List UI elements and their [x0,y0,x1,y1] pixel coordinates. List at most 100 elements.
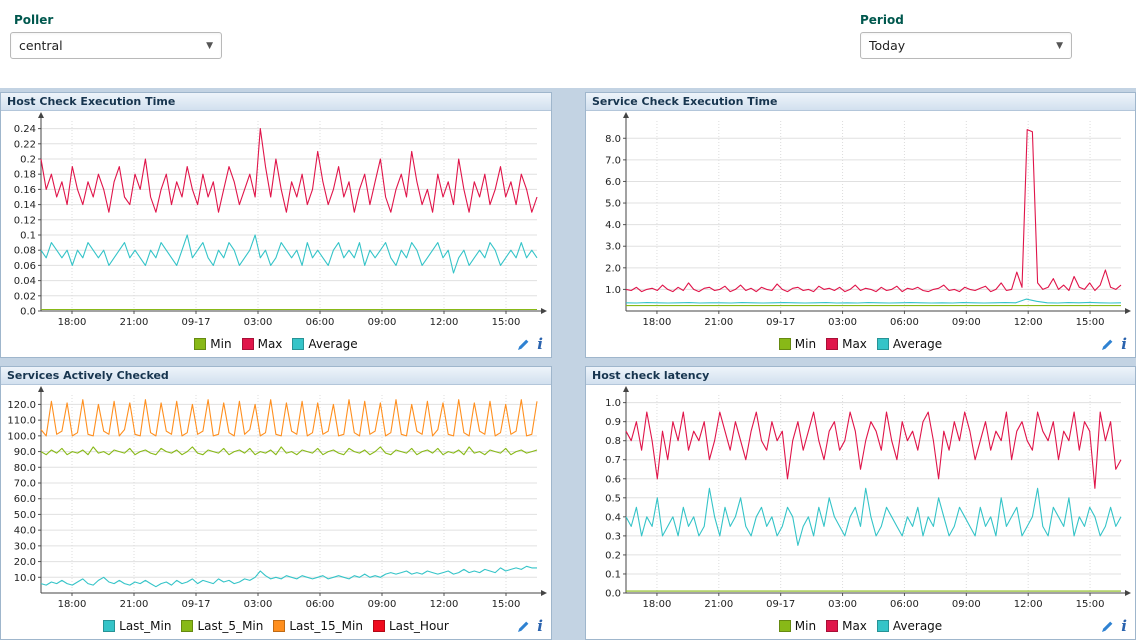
legend-label: Last_5_Min [197,619,264,633]
svg-text:70.0: 70.0 [14,479,36,490]
info-icon[interactable]: i [1121,616,1127,635]
legend-label: Max [257,337,283,351]
svg-text:03:00: 03:00 [828,599,857,610]
edit-graph-icon[interactable] [517,338,530,351]
edit-graph-icon[interactable] [1101,338,1114,351]
legend-item: Last_Hour [372,619,449,633]
svg-text:7.0: 7.0 [605,155,621,166]
svg-text:18:00: 18:00 [643,599,672,610]
svg-text:5.0: 5.0 [605,199,621,210]
panel-footer: Last_Min Last_5_Min Last_15_Min Last_Hour i [1,613,551,639]
period-select[interactable]: Today ▼ [860,32,1072,59]
svg-text:0.2: 0.2 [20,155,36,166]
svg-text:0.08: 0.08 [14,246,36,257]
svg-text:40.0: 40.0 [14,526,36,537]
svg-text:0.0: 0.0 [605,589,621,600]
panel-icons: i [1101,331,1127,357]
svg-text:18:00: 18:00 [58,317,87,328]
legend-item: Average [292,337,358,351]
chevron-down-icon: ▼ [1056,40,1063,51]
svg-text:80.0: 80.0 [14,463,36,474]
svg-text:2.0: 2.0 [605,263,621,274]
svg-text:0.4: 0.4 [605,512,621,523]
svg-text:15:00: 15:00 [492,317,521,328]
svg-text:0.24: 0.24 [14,124,36,135]
svg-text:120.0: 120.0 [7,400,36,411]
panel-title: Host check latency [586,367,1135,385]
chart-canvas: 10.0 20.0 30.0 40.0 50.0 60.0 70.0 80.0 90.0 100.… [1,385,551,613]
svg-text:10.0: 10.0 [14,573,36,584]
svg-text:0.8: 0.8 [605,436,621,447]
svg-text:0.1: 0.1 [20,231,36,242]
legend-swatch [372,620,385,632]
svg-text:1.0: 1.0 [605,285,621,296]
svg-text:03:00: 03:00 [244,317,273,328]
poller-select[interactable]: central ▼ [10,32,222,59]
legend-swatch [826,620,839,632]
svg-text:09-17: 09-17 [766,599,795,610]
panel-title: Services Actively Checked [1,367,551,385]
svg-text:0.9: 0.9 [605,417,621,428]
svg-text:21:00: 21:00 [120,317,149,328]
svg-text:0.16: 0.16 [14,185,36,196]
chart-canvas: 1.0 2.0 3.0 4.0 5.0 6.0 7.0 8.0 18:00 21:00 09-17 0… [586,111,1135,331]
svg-text:90.0: 90.0 [14,447,36,458]
legend-swatch [876,338,889,350]
svg-text:09-17: 09-17 [766,317,795,328]
svg-text:0.3: 0.3 [605,531,621,542]
svg-text:60.0: 60.0 [14,494,36,505]
edit-graph-icon[interactable] [517,620,530,633]
svg-text:09-17: 09-17 [181,599,210,610]
chart-legend: Min Max Average [778,619,942,633]
svg-text:09:00: 09:00 [368,317,397,328]
svg-text:0.5: 0.5 [605,493,621,504]
period-select-value: Today [869,38,906,53]
legend-swatch [826,338,839,350]
svg-text:06:00: 06:00 [890,599,919,610]
svg-text:0.18: 0.18 [14,170,36,181]
svg-text:15:00: 15:00 [492,599,521,610]
svg-text:0.02: 0.02 [14,291,36,302]
svg-text:8.0: 8.0 [605,134,621,145]
legend-item: Last_15_Min [273,619,363,633]
svg-text:0.06: 0.06 [14,261,36,272]
svg-text:12:00: 12:00 [1014,317,1043,328]
panel-footer: Min Max Average i [1,331,551,357]
panel-services-actively-checked: Services Actively Checked 10.0 20.0 30.0 40… [0,366,552,640]
chart-legend: Last_Min Last_5_Min Last_15_Min Last_Hour [103,619,449,633]
svg-text:15:00: 15:00 [1076,317,1105,328]
svg-text:18:00: 18:00 [643,317,672,328]
legend-label: Average [308,337,358,351]
info-icon[interactable]: i [537,334,543,353]
panel-icons: i [517,331,543,357]
legend-item: Max [241,337,283,351]
svg-text:110.0: 110.0 [7,416,36,427]
info-icon[interactable]: i [537,616,543,635]
legend-swatch [778,620,791,632]
svg-text:09:00: 09:00 [368,599,397,610]
svg-text:30.0: 30.0 [14,541,36,552]
svg-text:0.04: 0.04 [14,276,36,287]
svg-text:1.0: 1.0 [605,398,621,409]
legend-item: Min [194,337,232,351]
legend-swatch [241,338,254,350]
svg-text:21:00: 21:00 [704,599,733,610]
panel-host-check-execution-time: Host Check Execution Time 0.0 0.02 0.04 0.0… [0,92,552,358]
info-icon[interactable]: i [1121,334,1127,353]
svg-text:3.0: 3.0 [605,242,621,253]
svg-text:03:00: 03:00 [828,317,857,328]
filter-bar: Poller central ▼ Period Today ▼ [0,0,1136,88]
legend-label: Min [794,619,817,633]
chart-canvas: 0.0 0.1 0.2 0.3 0.4 0.5 0.6 0.7 0.8 0.9 1.0 18:00 21… [586,385,1135,613]
edit-graph-icon[interactable] [1101,620,1114,633]
poller-select-value: central [19,38,63,53]
svg-text:0.2: 0.2 [605,550,621,561]
svg-text:0.22: 0.22 [14,139,36,150]
legend-item: Max [826,337,867,351]
svg-text:0.14: 0.14 [14,200,36,211]
legend-swatch [181,620,194,632]
svg-text:4.0: 4.0 [605,220,621,231]
panel-title: Service Check Execution Time [586,93,1135,111]
panel-icons: i [517,613,543,639]
svg-text:50.0: 50.0 [14,510,36,521]
